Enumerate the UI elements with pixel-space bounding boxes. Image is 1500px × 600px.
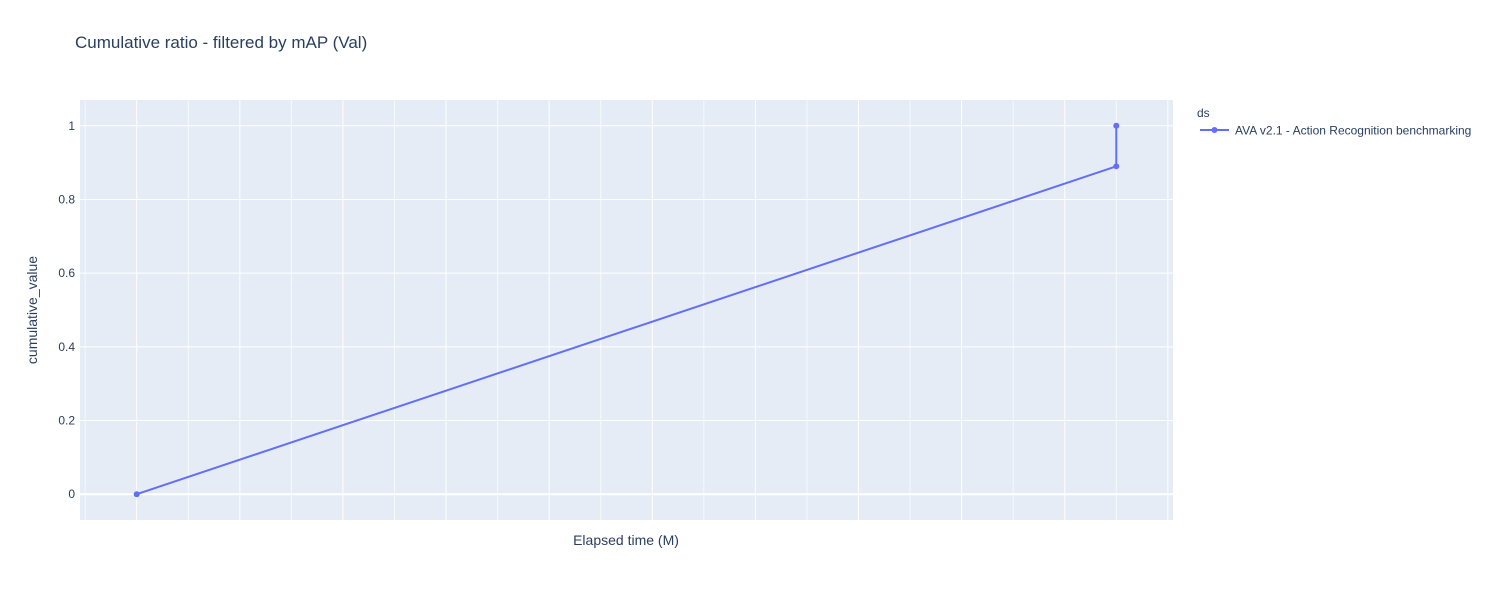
data-point[interactable]: [1113, 163, 1120, 170]
legend-title: ds: [1197, 106, 1210, 120]
y-tick-label: 0: [68, 487, 75, 501]
y-tick-label: 0.6: [58, 266, 75, 280]
y-tick-labels: 0 0.2 0.4 0.6 0.8 1: [58, 119, 75, 501]
y-tick-label: 0.2: [58, 414, 75, 428]
y-gridlines: [80, 125, 1173, 496]
x-gridlines: [84, 100, 1169, 520]
y-tick-label: 1: [68, 119, 75, 133]
x-axis-title: Elapsed time (M): [573, 532, 679, 548]
data-point[interactable]: [1113, 122, 1120, 129]
legend-item[interactable]: AVA v2.1 - Action Recognition benchmarki…: [1200, 124, 1471, 138]
y-axis-title: cumulative_value: [24, 256, 40, 364]
plot-area[interactable]: [80, 100, 1173, 520]
legend: ds AVA v2.1 - Action Recognition benchma…: [1197, 106, 1471, 138]
y-tick-label: 0.8: [58, 192, 75, 206]
y-tick-label: 0.4: [58, 340, 75, 354]
series-layer: [133, 122, 1120, 498]
legend-item-label: AVA v2.1 - Action Recognition benchmarki…: [1235, 124, 1471, 138]
data-point[interactable]: [133, 491, 140, 498]
chart-title: Cumulative ratio - filtered by mAP (Val): [75, 33, 368, 52]
legend-marker-swatch: [1211, 127, 1218, 133]
